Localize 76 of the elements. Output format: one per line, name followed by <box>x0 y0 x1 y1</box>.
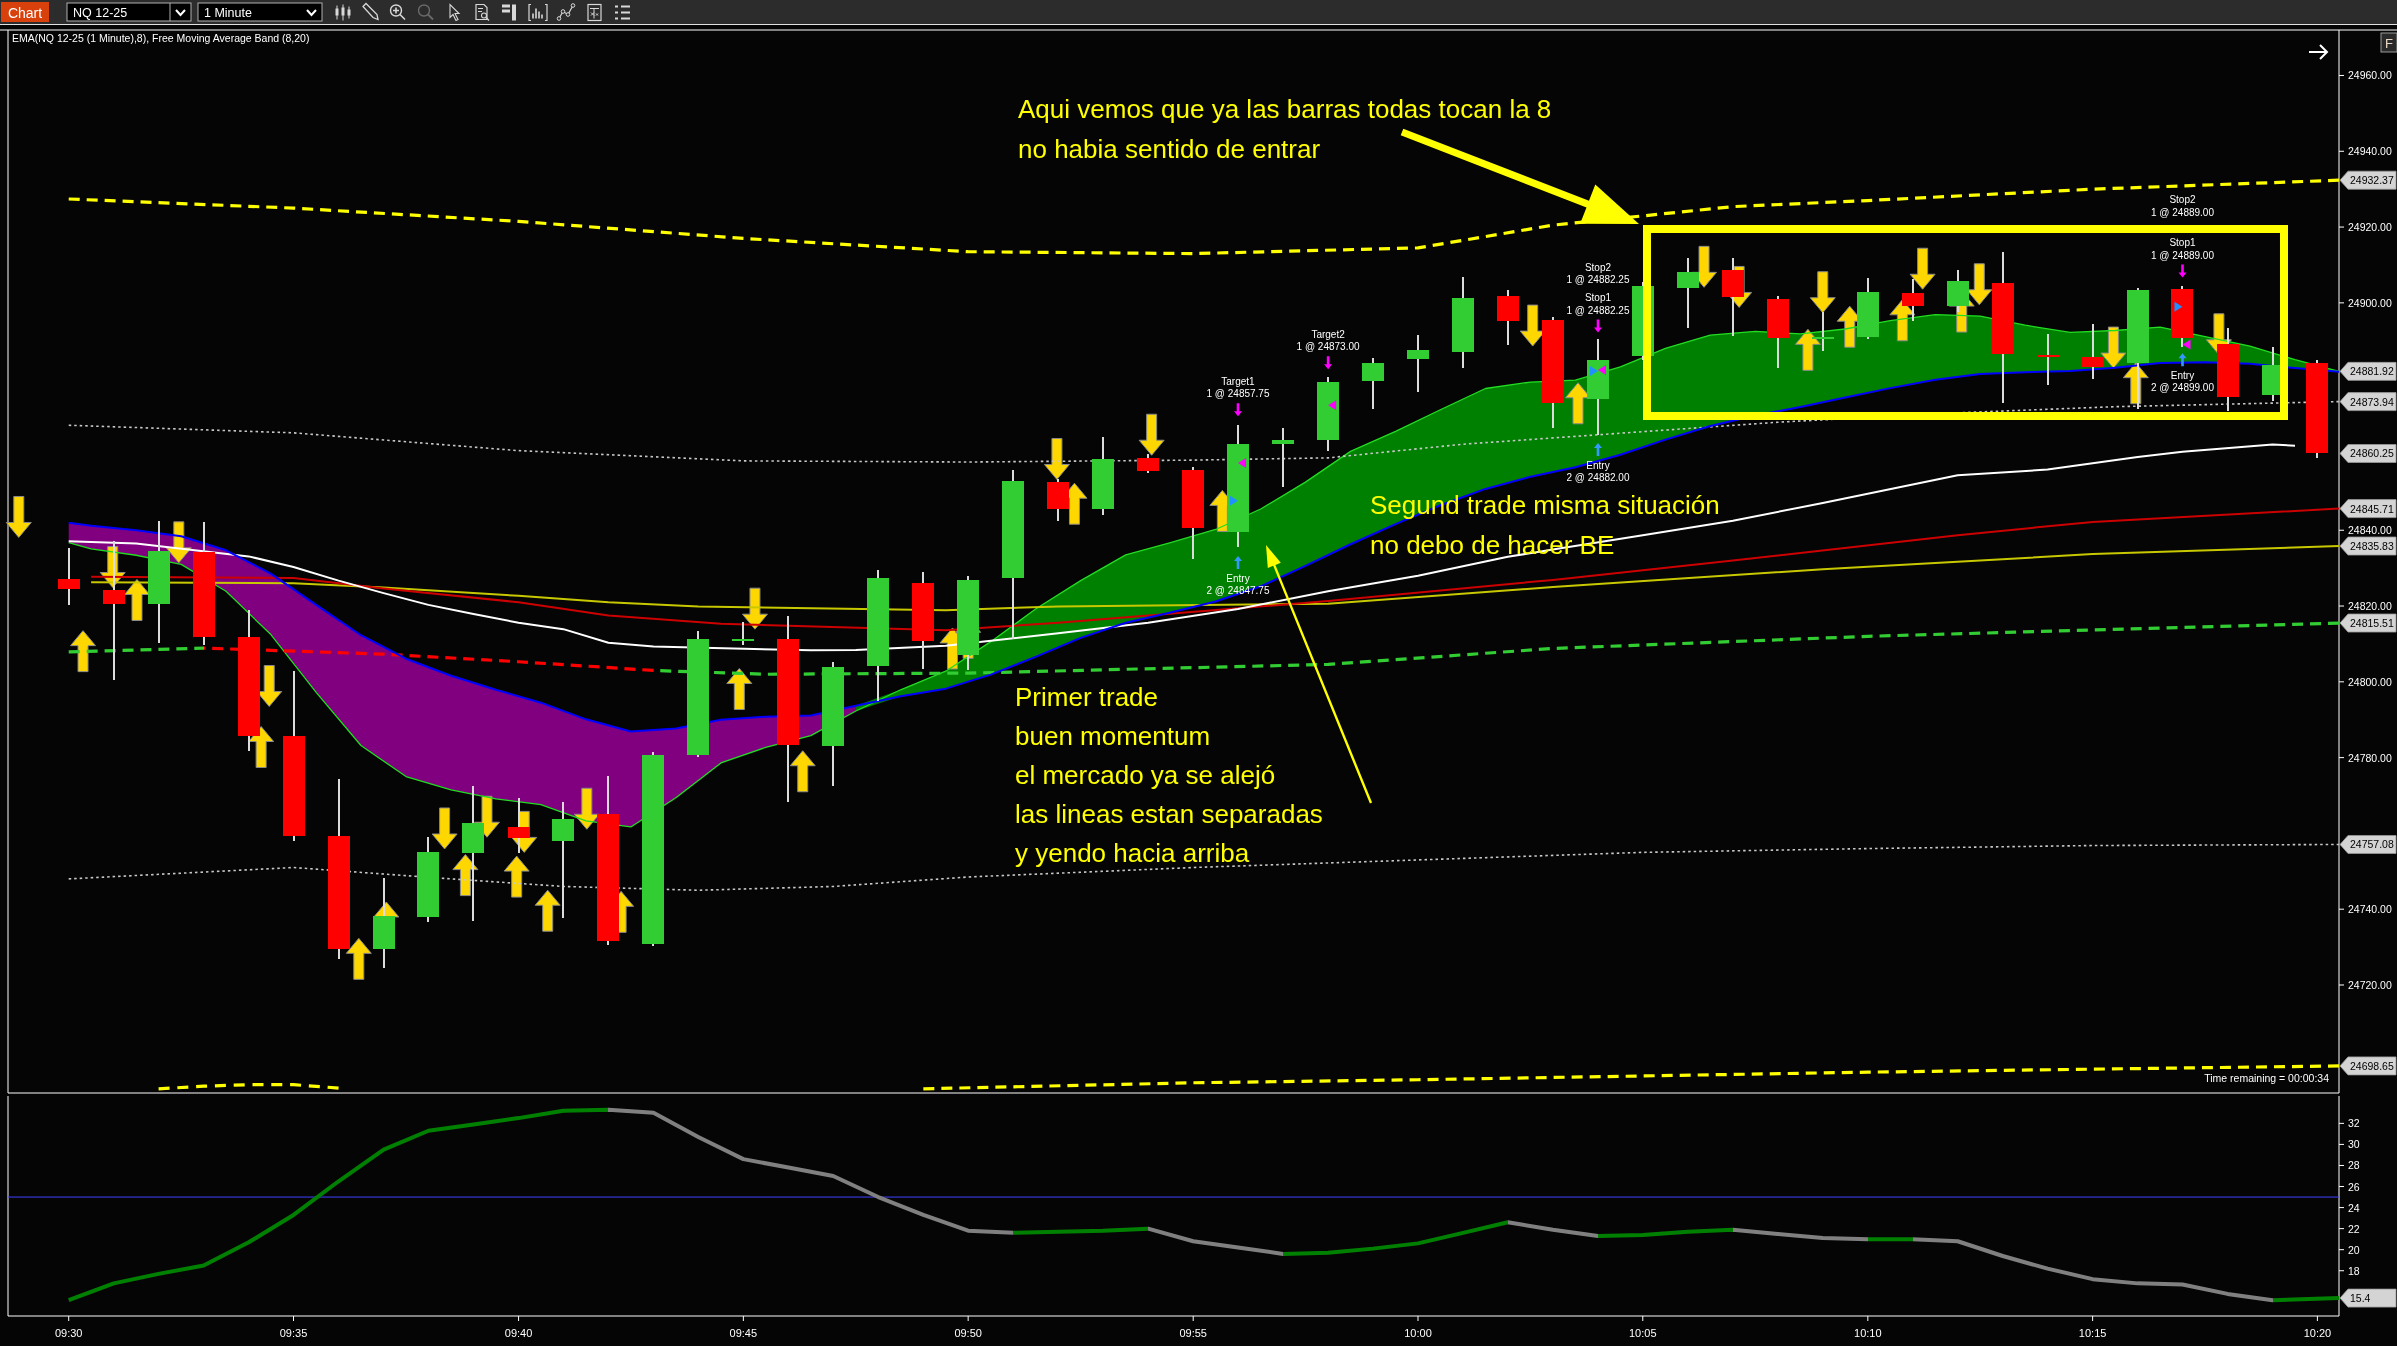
point <box>1238 457 1247 468</box>
annotation: Stop1 1 @ 24882.25 <box>1566 292 1630 316</box>
candlestick <box>1272 426 1294 489</box>
candlestick <box>1677 256 1699 329</box>
point <box>1229 495 1238 506</box>
candlestick <box>1407 333 1429 393</box>
annotation: Stop2 1 @ 24889.00 <box>2151 194 2215 218</box>
x-tick-label: 09:40 <box>504 1327 533 1339</box>
annotation: Primer trade buen momentum el mercado ya se alejó las lineas estan separadas y yendo hacia arriba <box>1015 682 1323 868</box>
y-tick-label: 24800.00 <box>2348 675 2392 688</box>
x-tick-label: 09:30 <box>54 1327 83 1339</box>
data-label: 24845.71 <box>2350 502 2394 515</box>
y-tick-label: 26 <box>2348 1180 2360 1193</box>
x-tick-label: 10:10 <box>1854 1327 1882 1339</box>
candlestick <box>1902 278 1924 323</box>
y-tick-label: 22 <box>2348 1222 2360 1235</box>
data-label: 24881.92 <box>2350 365 2394 378</box>
y-tick-label: 24740.00 <box>2348 903 2392 916</box>
x-tick-label: 09:35 <box>279 1327 308 1339</box>
text: 1 Minute <box>204 6 252 20</box>
data-label: 24835.83 <box>2350 540 2394 553</box>
y-tick-label: 24720.00 <box>2348 978 2392 991</box>
annotation: Time remaining = 00:00:34 <box>2204 1072 2330 1084</box>
annotation: Target2 1 @ 24873.00 <box>1296 328 1361 353</box>
line-series <box>66 1107 2341 1303</box>
text: F <box>2385 35 2394 50</box>
text: NQ 12-25 <box>73 6 128 20</box>
candlestick <box>58 547 80 606</box>
data-label: 24815.51 <box>2350 617 2394 630</box>
candlestick <box>2037 333 2059 387</box>
x-tick-label: 10:00 <box>1404 1327 1432 1339</box>
y-tick-label: 24960.00 <box>2348 69 2392 82</box>
candlestick <box>1137 453 1159 475</box>
y-tick-label: 28 <box>2348 1159 2360 1172</box>
annotation: Entry 2 @ 24899.00 <box>2151 369 2215 394</box>
line-series <box>921 1064 2341 1091</box>
x-tick-label: 09:55 <box>1179 1327 1207 1339</box>
candlestick <box>1362 356 1384 411</box>
y-tick-label: 20 <box>2348 1243 2360 1256</box>
data-label: 15.4 <box>2350 1292 2371 1305</box>
y-tick-label: 24940.00 <box>2348 145 2392 158</box>
text: Chart <box>7 5 43 21</box>
candlestick <box>732 620 754 647</box>
y-tick-label: 24840.00 <box>2348 524 2392 537</box>
y-tick-label: 24920.00 <box>2348 221 2392 234</box>
point <box>2174 301 2183 312</box>
x-tick-label: 10:15 <box>2078 1327 2107 1339</box>
y-tick-label: 24900.00 <box>2348 296 2392 309</box>
point <box>1589 366 1598 377</box>
point <box>1328 400 1337 411</box>
line-series <box>67 621 2341 676</box>
annotation: Target1 1 @ 24857.75 <box>1206 375 1270 400</box>
annotation: Stop2 1 @ 24882.25 <box>1566 261 1630 286</box>
y-tick-label: 24780.00 <box>2348 751 2392 764</box>
chart-title: EMA(NQ 12-25 (1 Minute),8), Free Moving Average Band (8,20) <box>12 32 310 44</box>
text: 24860.25 <box>2350 447 2394 460</box>
annotation: Entry 2 @ 24882.00 <box>1566 459 1630 484</box>
y-tick-label: 18 <box>2348 1264 2360 1277</box>
y-tick-label: 32 <box>2348 1117 2360 1130</box>
candlestick <box>552 800 574 920</box>
y-tick-label: 24 <box>2348 1201 2360 1214</box>
point <box>2182 339 2191 350</box>
annotation: Stop1 1 @ 24889.00 <box>2151 237 2215 261</box>
annotation: Aqui vemos que ya las barras todas tocan la 8 no habia sentido de entrar <box>1018 94 1552 164</box>
y-tick-label: 30 <box>2348 1138 2360 1151</box>
y-tick-label: 24820.00 <box>2348 600 2392 613</box>
x-tick-label: 09:45 <box>729 1327 758 1339</box>
x-tick-label: 09:50 <box>954 1327 982 1339</box>
x-tick-label: 10:05 <box>1629 1327 1657 1339</box>
line-series <box>67 443 2297 652</box>
data-label: 24698.65 <box>2350 1059 2394 1072</box>
point <box>1598 365 1607 376</box>
x-tick-label: 10:20 <box>2303 1327 2332 1339</box>
data-label: 24757.08 <box>2350 838 2394 851</box>
data-label: 24873.94 <box>2350 395 2394 408</box>
data-label: 24932.37 <box>2350 174 2394 187</box>
